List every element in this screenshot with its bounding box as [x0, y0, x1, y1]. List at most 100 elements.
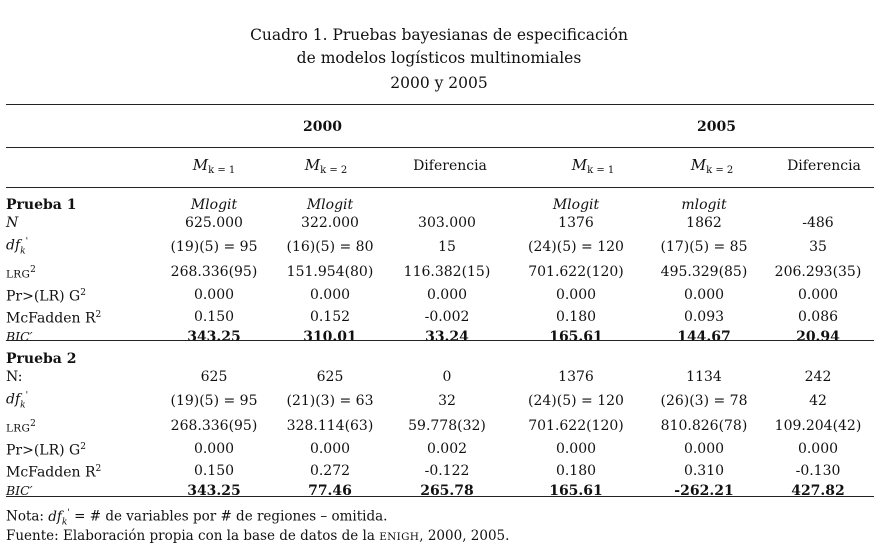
table-title-line-3: 2000 y 2005 [390, 74, 488, 92]
cell: mlogit [681, 197, 727, 213]
cell: 20.94 [796, 328, 840, 345]
cell: 0 [442, 369, 452, 386]
cell: 144.67 [677, 328, 731, 345]
cell: 268.336(95) [170, 264, 258, 280]
cell: 625 [316, 369, 344, 386]
cell: 35 [809, 238, 827, 255]
cell: -262.21 [674, 482, 734, 499]
row-label: LRG2 [6, 418, 36, 435]
cell: (19)(5) = 95 [170, 238, 258, 255]
col-header-m2-2005: Mk = 2 [690, 156, 734, 176]
row-label: LRG2 [6, 264, 36, 281]
table-row: BIC′ 343.25 310.01 33.24 165.61 144.67 2… [6, 328, 874, 346]
row-label: Pr>(LR) G2 [6, 287, 86, 305]
cell: Mlogit [190, 197, 238, 213]
cell: 0.000 [683, 440, 725, 457]
table-row: Pr>(LR) G2 0.000 0.000 0.002 0.000 0.000… [6, 438, 874, 460]
cell: 1134 [686, 369, 722, 386]
cell [762, 196, 874, 214]
cell: 0.000 [193, 286, 235, 303]
col-header-m1-2005: Mk = 1 [571, 156, 615, 176]
cell: 0.000 [555, 440, 597, 457]
row-label: N: [6, 369, 23, 386]
cell: 1862 [686, 215, 722, 232]
cell: 1376 [558, 369, 594, 386]
cell: 0.310 [683, 462, 725, 479]
cell: 322.000 [301, 215, 359, 232]
row-label: Pr>(LR) G2 [6, 441, 86, 459]
cell: 15 [438, 238, 456, 255]
cell: 42 [809, 392, 827, 409]
cell: 427.82 [791, 482, 845, 499]
cell: 151.954(80) [286, 264, 374, 280]
table-row: dfk' (19)(5) = 95 (21)(3) = 63 32 (24)(5… [6, 387, 874, 415]
cell: 116.382(15) [403, 264, 491, 280]
table-row: N 625.000 322.000 303.000 1376 1862 -486 [6, 214, 874, 232]
row-label: McFadden R2 [6, 463, 102, 481]
col-header-dif-2005: Diferencia [787, 158, 861, 174]
cell: 495.329(85) [660, 264, 748, 280]
cell: (19)(5) = 95 [170, 392, 258, 409]
col-header-dif-2000: Diferencia [413, 158, 487, 174]
cell: 625.000 [185, 215, 243, 232]
row-label: BIC′ [6, 328, 33, 344]
cell: Mlogit [306, 197, 354, 213]
cell: 32 [438, 392, 456, 409]
note-line: Nota: dfk' = # de variables por # de reg… [6, 508, 388, 528]
prueba-1-table: Prueba 1 Mlogit Mlogit Mlogit mlogit N 6… [6, 196, 874, 346]
year-header-2005: 2005 [697, 119, 736, 135]
cell: (26)(3) = 78 [660, 392, 748, 409]
cell: 303.000 [418, 215, 476, 232]
cell: 0.150 [193, 462, 235, 479]
column-headers: Mk = 1 Mk = 2 Diferencia Mk = 1 Mk = 2 D… [6, 156, 874, 186]
table-row: McFadden R2 0.150 0.152 -0.002 0.180 0.0… [6, 306, 874, 328]
row-label: dfk' [6, 390, 29, 411]
table-title-line-2: de modelos logísticos multinomiales [296, 49, 582, 67]
cell: 265.78 [420, 482, 474, 499]
cell: 0.093 [683, 308, 725, 325]
cell: 343.25 [187, 328, 241, 345]
table-row: LRG2 268.336(95) 151.954(80) 116.382(15)… [6, 261, 874, 284]
header-rule [6, 187, 874, 188]
section-title: Prueba 2 [6, 351, 77, 367]
cell: -486 [802, 215, 834, 232]
cell: 328.114(63) [286, 418, 374, 434]
cell: 0.000 [309, 440, 351, 457]
cell: 310.01 [303, 328, 357, 345]
cell: 0.000 [797, 286, 839, 303]
cell: 810.826(78) [660, 418, 748, 434]
cell: 0.000 [797, 440, 839, 457]
cell: Mlogit [552, 197, 600, 213]
section-rule [6, 340, 874, 341]
cell: 0.272 [309, 462, 351, 479]
col-header-m1-2000: Mk = 1 [192, 156, 236, 176]
cell: 242 [804, 369, 832, 386]
cell: 343.25 [187, 482, 241, 499]
cell: 0.000 [193, 440, 235, 457]
table-row: Prueba 2 [6, 350, 874, 368]
cell: (17)(5) = 85 [660, 238, 748, 255]
cell: 268.336(95) [170, 418, 258, 434]
table-title-line-1: Cuadro 1. Pruebas bayesianas de especifi… [250, 26, 628, 44]
cell [388, 196, 506, 214]
cell: (21)(3) = 63 [286, 392, 374, 409]
table-row: Pr>(LR) G2 0.000 0.000 0.000 0.000 0.000… [6, 284, 874, 306]
cell: 1376 [558, 215, 594, 232]
cell: 77.46 [308, 482, 352, 499]
year-header-2000: 2000 [303, 119, 342, 135]
cell: 59.778(32) [408, 418, 486, 434]
cell: 701.622(120) [528, 418, 624, 434]
cell: 0.000 [555, 286, 597, 303]
table-row: dfk' (19)(5) = 95 (16)(5) = 80 15 (24)(5… [6, 233, 874, 261]
cell: 0.152 [309, 308, 351, 325]
cell: 165.61 [549, 328, 603, 345]
prueba-2-table: Prueba 2 N: 625 625 0 1376 1134 242 dfk'… [6, 350, 874, 500]
table-row: N: 625 625 0 1376 1134 242 [6, 368, 874, 386]
cell: 625 [200, 369, 228, 386]
cell: (24)(5) = 120 [528, 238, 624, 255]
cell: (16)(5) = 80 [286, 238, 374, 255]
cell: 0.180 [555, 308, 597, 325]
cell: 165.61 [549, 482, 603, 499]
table-row: LRG2 268.336(95) 328.114(63) 59.778(32) … [6, 415, 874, 438]
row-label: McFadden R2 [6, 309, 102, 327]
